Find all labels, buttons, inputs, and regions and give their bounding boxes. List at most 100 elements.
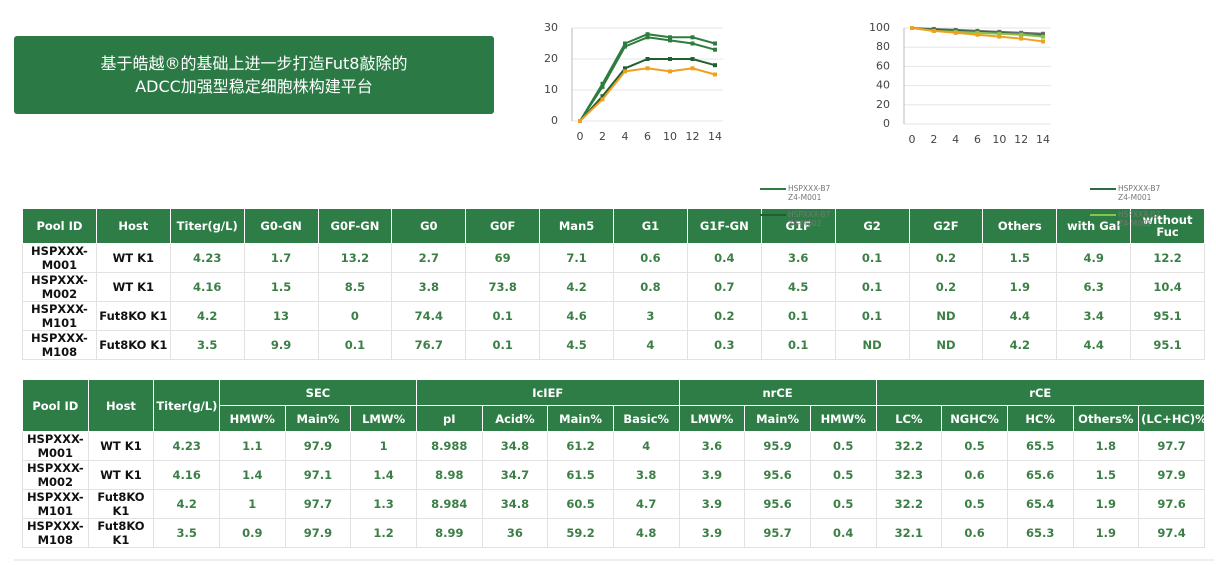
column-header: G0 (391, 208, 467, 244)
cell: 61.2 (547, 431, 614, 461)
cell: HSPXXX-M108 (22, 330, 97, 360)
cell: WT K1 (87, 431, 155, 461)
cell: 0.5 (809, 431, 877, 461)
cell: 0.2 (686, 301, 762, 331)
row: HSPXXX-M002 WT K1 4.16 1.5 8.5 3.8 73.8 4.2 0.8 0… (22, 272, 1205, 302)
column-header: Others (982, 208, 1058, 244)
cell: 0 (317, 301, 393, 331)
cell: HSPXXX-M001 (22, 243, 97, 273)
y-tick-label: 20 (544, 52, 558, 65)
cell: 65.6 (1006, 460, 1074, 490)
row: HSPXXX-M001 WT K1 4.23 1.1 97.9 1 8.988 34.8 61.… (22, 431, 1205, 461)
column-header: LMW% (350, 405, 417, 432)
y-tick-label: 100 (869, 21, 890, 34)
legend-swatch (1090, 188, 1116, 190)
column-header: Pool ID (22, 208, 97, 244)
legend-item: HSPXXX-B7Z4-M002 (1090, 210, 1170, 232)
cell: 3.5 (169, 330, 245, 360)
cell: 4.23 (153, 431, 220, 461)
legend-swatch (760, 188, 786, 190)
cell: 10.4 (1130, 272, 1205, 302)
point (713, 63, 717, 68)
cell: 4.5 (539, 330, 614, 360)
point (645, 66, 650, 71)
y-tick-label: 0 (551, 114, 558, 127)
cell: 0.1 (760, 330, 836, 360)
cell: 4.16 (169, 272, 245, 302)
cell: Fut8KO K1 (95, 301, 171, 331)
cell: 95.1 (1130, 330, 1205, 360)
y-tick-label: 30 (544, 21, 558, 34)
y-tick-label: 0 (883, 117, 890, 130)
cell: 6.3 (1056, 272, 1132, 302)
point (600, 84, 605, 89)
row: HSPXXX-M101 Fut8KO K1 4.2 13 0 74.4 0.1 4.6 3 0.2… (22, 301, 1205, 331)
cell: 3.9 (678, 460, 746, 490)
cell: 97.9 (1138, 460, 1205, 490)
cell: 0.5 (809, 460, 877, 490)
cell: 65.5 (1006, 431, 1074, 461)
cell: 1 (350, 431, 417, 461)
column-header: Main% (744, 405, 811, 432)
y-tick-label: 40 (876, 79, 890, 92)
cell: 97.7 (284, 489, 352, 519)
cell: 8.988 (415, 431, 483, 461)
point (690, 41, 695, 46)
cell: 4.16 (153, 460, 220, 490)
column-header: G0F (465, 208, 541, 244)
cell: 95.6 (744, 460, 811, 490)
cell: 97.9 (284, 431, 352, 461)
point (645, 57, 650, 61)
point (1019, 32, 1024, 37)
point (713, 41, 717, 46)
x-tick-label: 10 (992, 133, 1006, 146)
x-tick-label: 12 (686, 130, 700, 143)
point (713, 72, 717, 77)
cell: 0.6 (941, 460, 1008, 490)
cell: 0.6 (613, 243, 688, 273)
column-header: HC% (1006, 405, 1074, 432)
cell: 36 (481, 518, 549, 548)
series-line (579, 67, 716, 122)
cell: 7.1 (539, 243, 614, 273)
cell: 4.2 (982, 330, 1058, 360)
point (975, 32, 980, 37)
cell: 3.8 (612, 460, 680, 490)
cell: 8.5 (317, 272, 393, 302)
cell: 2.7 (391, 243, 467, 273)
cell: 9.9 (243, 330, 319, 360)
cell: HSPXXX-M108 (22, 518, 89, 548)
cell: 0.6 (941, 518, 1008, 548)
line-chart: 0 20 40 60 80 100 0 2 4 6 10 12 14 (869, 21, 1051, 146)
x-tick-label: 2 (930, 133, 937, 146)
cell: 95.1 (1130, 301, 1205, 331)
legend-swatch (1090, 214, 1116, 216)
cell: 73.8 (465, 272, 541, 302)
y-tick-label: 80 (876, 40, 890, 53)
cell: 32.2 (875, 431, 943, 461)
cell: ND (834, 330, 910, 360)
legend-item: HSPXXX-B7Z4-M001 (1090, 184, 1170, 206)
cell: 1.4 (350, 460, 417, 490)
cell: 4.6 (539, 301, 614, 331)
group-header: nrCE (678, 379, 877, 406)
cell: 4.8 (612, 518, 680, 548)
cell: Fut8KO K1 (95, 330, 171, 360)
cell: 0.1 (317, 330, 393, 360)
cell: 97.9 (284, 518, 352, 548)
line-chart: 0 10 20 30 0 2 4 6 10 12 14 (544, 21, 723, 143)
cell: 4 (612, 431, 680, 461)
group-header: IcIEF (415, 379, 680, 406)
point (910, 26, 914, 30)
legend-label: HSPXXX-B7Z4-M002 (1118, 210, 1161, 228)
cell: 0.2 (908, 272, 984, 302)
cell: 8.984 (415, 489, 483, 519)
cell: 34.7 (481, 460, 549, 490)
x-tick-label: 12 (1014, 133, 1028, 146)
cell: 3.8 (391, 272, 467, 302)
column-header: HMW% (218, 405, 286, 432)
cell: 1.7 (243, 243, 319, 273)
row: HSPXXX-M108 Fut8KO K1 3.5 0.9 97.9 1.2 8.99 36 5… (22, 518, 1205, 548)
cell: 60.5 (547, 489, 614, 519)
